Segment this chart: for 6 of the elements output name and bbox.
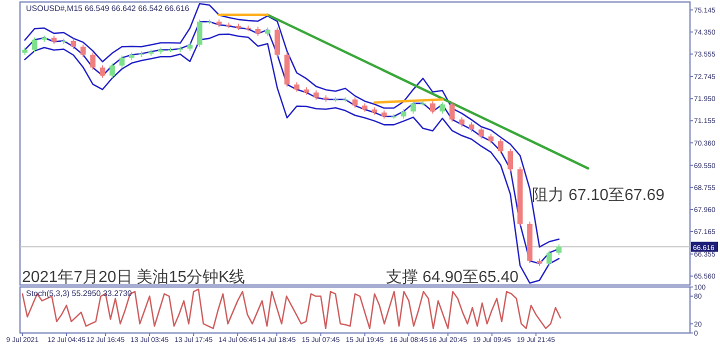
chart-title: USOUSD#,M15 66.549 66.642 66.542 66.616 bbox=[26, 4, 190, 13]
annotation: 阻力 67.10至67.69 bbox=[532, 186, 665, 204]
annotation: 支撑 64.90至65.40 bbox=[386, 268, 519, 286]
line-series bbox=[22, 288, 562, 330]
annotation: 2021年7月20日 美油15分钟K线 bbox=[22, 268, 246, 286]
chart-title: Stoch(5,3,3) 55.2950 33.2730 bbox=[26, 289, 132, 298]
